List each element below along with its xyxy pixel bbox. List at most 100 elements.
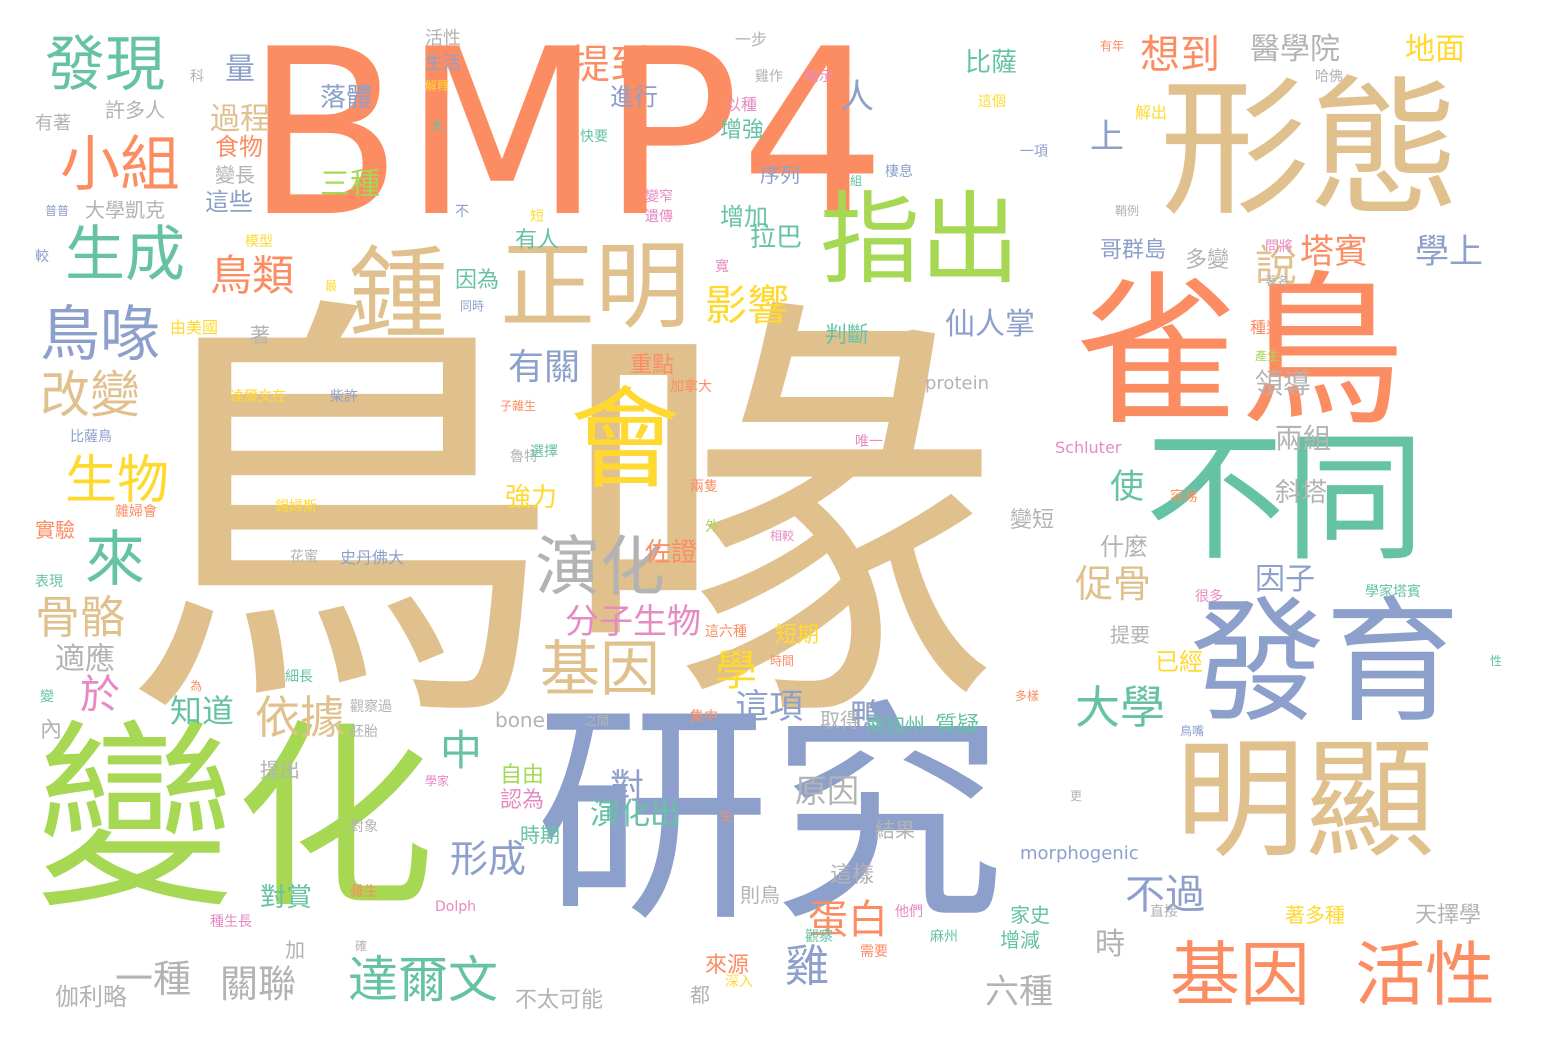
word-4fc39aa8: 促骨	[1075, 562, 1152, 606]
word-4e0a: 上	[1090, 117, 1124, 157]
word-9aa89abc: 骨骼	[35, 591, 126, 644]
word-522465b7: 判斷	[825, 323, 870, 348]
word-5b785bb658548cd3: 學家塔賓	[1365, 584, 1421, 600]
word-91cd9ede: 重點	[630, 353, 675, 378]
word-5b5096dc751f: 子雜生	[500, 399, 537, 413]
word-932b5a6665af: 錫婦斯	[275, 499, 317, 515]
word-91cf: 量	[225, 52, 255, 87]
word-66f4: 更	[1070, 789, 1083, 803]
word-5bb96613: 容易	[1170, 489, 1198, 505]
word-81ea7531: 自由	[500, 763, 545, 788]
word-4ed94eba638c: 仙人掌	[945, 307, 1035, 342]
word-65398b8a: 改變	[40, 366, 140, 424]
word-660e986f: 明顯	[1175, 724, 1436, 876]
word-4f3d52297565: 伽利略	[55, 983, 127, 1011]
word-56e070ba: 因為	[455, 268, 500, 293]
word-751f7269: 生物	[65, 451, 170, 511]
word-6bd485a9: 比薩	[965, 48, 1018, 78]
word-5feb8981: 快要	[580, 129, 608, 145]
word-78ba: 確	[355, 939, 368, 953]
word-75317f8e570b: 由美國	[170, 318, 219, 337]
word-68f2606f: 棲息	[885, 164, 913, 180]
word-8b8a5316: 變化	[35, 703, 436, 936]
word-96de: 雞	[785, 941, 829, 992]
word-516d7a2e: 六種	[985, 972, 1053, 1012]
word-666e666e: 普普	[45, 204, 70, 218]
word-9d28: 鴨	[850, 697, 884, 737]
word-6bd485a99ce5: 比薩鳥	[70, 429, 112, 445]
word-58548cd3: 塔賓	[1300, 232, 1368, 272]
word-8b8a77ed: 變短	[1010, 508, 1055, 533]
word-516996bb: 兩隻	[690, 479, 718, 495]
word-9054723e65875728: 達爾文在	[230, 389, 286, 405]
word-937e: 鍾	[348, 236, 448, 353]
word-589e6e1b: 增減	[1000, 928, 1040, 952]
word-5f626210: 形成	[450, 837, 527, 881]
word-5f37529b: 強力	[505, 483, 558, 513]
word-8cea7591: 質疑	[935, 713, 980, 738]
word-89c05bdf: 觀察	[805, 929, 833, 945]
word-96de4f5c: 雞作	[755, 69, 783, 85]
word-843d9ad4: 落體	[320, 83, 373, 113]
word-4e4b9593: 之間	[585, 714, 610, 728]
word-protein: protein	[925, 373, 989, 394]
word-76f463a5: 直接	[1150, 904, 1178, 920]
word-9054723e6587: 達爾文	[348, 951, 498, 1009]
word-4f866e90: 來源	[705, 953, 750, 978]
word-62c95df4: 拉巴	[750, 223, 803, 253]
word-8f03: 較	[35, 249, 49, 265]
word-5916: 外	[705, 519, 719, 535]
word-79d1: 科	[190, 69, 204, 85]
word-bmp4: BMP4	[245, 1, 887, 268]
word-63d05230: 提到	[570, 42, 650, 88]
word-5c0f7d44: 小組	[60, 130, 180, 200]
word-6d3b6027: 活性	[1355, 934, 1495, 1016]
word-4e007a2e: 一種	[115, 957, 192, 1001]
word-5f88591a: 很多	[1195, 589, 1223, 605]
word-6642: 時	[1095, 927, 1125, 962]
word-8457: 著	[250, 323, 270, 347]
word-589e5f37: 增強	[720, 118, 765, 143]
word-4f86: 來	[85, 525, 145, 595]
word-6642671f: 時期	[520, 823, 560, 847]
word-52065b50751f7269: 分子生物	[565, 602, 701, 642]
word-907a50b3: 遺傳	[645, 209, 673, 225]
word-96dc5a666703: 雜婦會	[115, 504, 157, 520]
word-9ce5985e: 鳥類	[210, 251, 295, 300]
word-4ed65011: 他們	[895, 904, 923, 920]
word-5c0d: 對	[610, 767, 644, 807]
word-57309762: 地面	[1405, 32, 1465, 67]
word-4e097a2e: 三種	[320, 167, 380, 202]
word-8b8a9577: 變長	[215, 163, 255, 187]
word-54c84f5b: 哈佛	[1315, 69, 1343, 85]
word-5167: 內	[40, 718, 63, 743]
word-6df15165: 深入	[725, 974, 753, 990]
word-8a31591a4eba: 許多人	[105, 98, 165, 122]
word-76f88f03: 相較	[770, 529, 795, 543]
word-6f14531651fa: 演化出	[590, 797, 680, 832]
word-6d3b6027: 活性	[425, 28, 461, 49]
word-4f7f: 使	[1110, 467, 1144, 507]
word-8b8a: 變	[40, 689, 54, 705]
word-592964c75b78: 天擇學	[1415, 903, 1482, 928]
word-4e2d: 中	[440, 726, 483, 775]
word-9ce55634: 鳥嘴	[1180, 724, 1205, 738]
word-77ed671f: 短期	[775, 623, 820, 648]
word-4f508b49: 佐證	[645, 538, 698, 568]
word-80da80ce: 胚胎	[350, 724, 378, 740]
word-5be69a57: 實驗	[35, 518, 75, 542]
word-5df27d93: 已經	[1155, 648, 1203, 676]
word-77ed: 短	[530, 209, 544, 225]
word-4e0d904e: 不過	[1125, 872, 1205, 918]
word-57fa56e0: 基因	[540, 635, 660, 705]
word-9032884c: 進行	[610, 83, 658, 111]
word-7d44: 組	[850, 174, 863, 188]
word-540c6642: 同時	[460, 299, 485, 313]
word-90fd: 都	[690, 983, 710, 1007]
word-89e391cb: 解釋	[425, 79, 450, 93]
word-51697d44: 兩組	[1275, 422, 1332, 455]
word-98df7269: 食物	[215, 133, 263, 161]
word-5b78: 學	[715, 646, 758, 695]
word-52a0: 加	[285, 938, 305, 962]
